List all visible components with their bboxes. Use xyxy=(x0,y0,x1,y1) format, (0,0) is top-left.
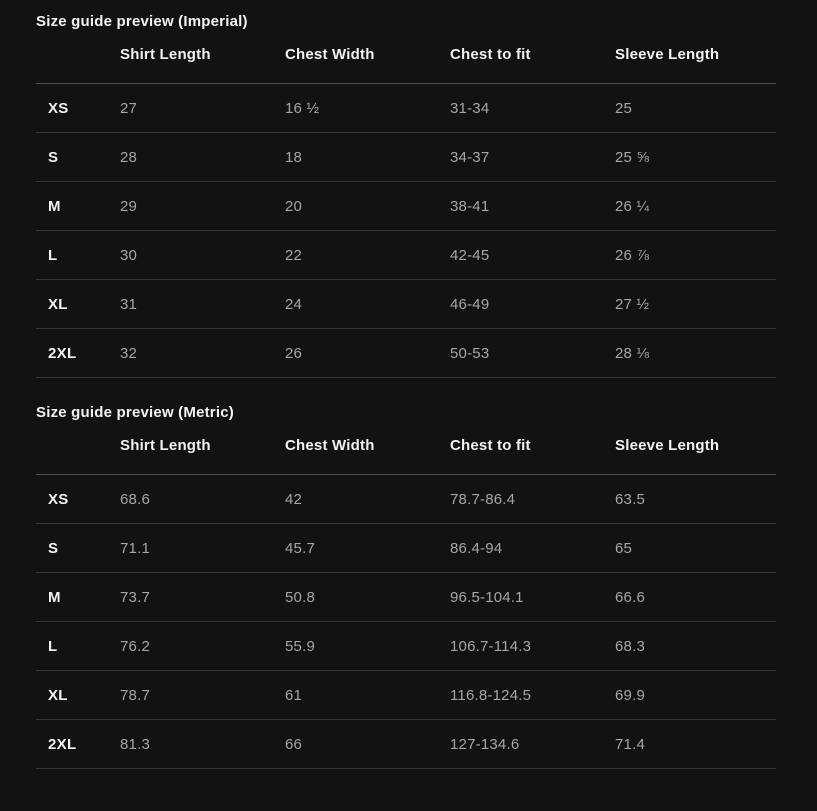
size-value: 127-134.6 xyxy=(450,735,520,753)
column-header: Chest Width xyxy=(285,46,375,63)
size-label: S xyxy=(48,148,59,166)
size-value: 73.7 xyxy=(120,588,150,606)
size-guide-table: Shirt Length Chest Width Chest to fit Sleev… xyxy=(36,423,776,769)
size-label: 2XL xyxy=(48,735,77,753)
size-value: 78.7 xyxy=(120,686,150,704)
size-value: 86.4-94 xyxy=(450,539,503,557)
size-value: 32 xyxy=(120,344,138,362)
size-value: 81.3 xyxy=(120,735,150,753)
size-value: 28 xyxy=(120,148,138,166)
size-label: 2XL xyxy=(48,344,77,362)
size-guide-preview-panel: Size guide preview (Imperial) Shirt Lengt… xyxy=(36,12,776,769)
size-label: XL xyxy=(48,295,68,313)
size-value: 55.9 xyxy=(285,637,315,655)
size-guide-section: Size guide preview (Imperial) Shirt Lengt… xyxy=(36,12,776,378)
column-header: Chest to fit xyxy=(450,437,531,454)
column-header: Shirt Length xyxy=(120,46,211,63)
size-value: 50.8 xyxy=(285,588,315,606)
table-body: XS 68.6 42 78.7-86.4 63.5 S 71.1 45.7 86.4-94 65 M… xyxy=(36,475,776,769)
size-value: 27 xyxy=(120,99,138,117)
section-title: Size guide preview (Imperial) xyxy=(36,13,248,30)
size-value: 50-53 xyxy=(450,344,490,362)
size-label: M xyxy=(48,197,61,215)
size-value: 66.6 xyxy=(615,588,645,606)
size-value: 34-37 xyxy=(450,148,490,166)
size-value: 116.8-124.5 xyxy=(450,686,532,704)
size-row: S 71.1 45.7 86.4-94 65 xyxy=(36,524,776,573)
size-value: 31-34 xyxy=(450,99,490,117)
size-row: XL 78.7 61 116.8-124.5 69.9 xyxy=(36,671,776,720)
size-value: 69.9 xyxy=(615,686,645,704)
table-body: XS 27 16 ½ 31-34 25 S 28 18 34-37 25 ⅝ M 29 20 38-41 2… xyxy=(36,84,776,378)
size-row: XL 31 24 46-49 27 ½ xyxy=(36,280,776,329)
size-label: M xyxy=(48,588,61,606)
size-value: 27 ½ xyxy=(615,295,650,313)
size-value: 71.4 xyxy=(615,735,645,753)
size-label: S xyxy=(48,539,59,557)
size-value: 29 xyxy=(120,197,138,215)
size-row: S 28 18 34-37 25 ⅝ xyxy=(36,133,776,182)
column-header: Sleeve Length xyxy=(615,46,720,63)
size-value: 18 xyxy=(285,148,303,166)
size-value: 68.6 xyxy=(120,490,150,508)
size-label: L xyxy=(48,246,58,264)
header-row: Shirt Length Chest Width Chest to fit Sleev… xyxy=(36,423,776,475)
section-title: Size guide preview (Metric) xyxy=(36,404,234,421)
column-header: Shirt Length xyxy=(120,437,211,454)
size-row: 2XL 81.3 66 127-134.6 71.4 xyxy=(36,720,776,769)
size-value: 16 ½ xyxy=(285,99,320,117)
size-value: 31 xyxy=(120,295,138,313)
size-value: 66 xyxy=(285,735,303,753)
size-value: 76.2 xyxy=(120,637,150,655)
size-value: 26 xyxy=(285,344,303,362)
header-row: Shirt Length Chest Width Chest to fit Sleev… xyxy=(36,32,776,84)
size-value: 46-49 xyxy=(450,295,490,313)
size-value: 78.7-86.4 xyxy=(450,490,516,508)
size-value: 28 ⅛ xyxy=(615,344,650,362)
header-spacer-cell xyxy=(36,423,120,475)
size-value: 22 xyxy=(285,246,303,264)
table-header: Shirt Length Chest Width Chest to fit Sleev… xyxy=(36,423,776,475)
size-row: XS 68.6 42 78.7-86.4 63.5 xyxy=(36,475,776,524)
size-value: 25 xyxy=(615,99,633,117)
size-guide-table: Shirt Length Chest Width Chest to fit Sleev… xyxy=(36,32,776,378)
column-header: Chest Width xyxy=(285,437,375,454)
size-label: XS xyxy=(48,490,69,508)
size-value: 106.7-114.3 xyxy=(450,637,532,655)
size-label: XS xyxy=(48,99,69,117)
size-value: 96.5-104.1 xyxy=(450,588,524,606)
size-value: 42 xyxy=(285,490,303,508)
size-value: 42-45 xyxy=(450,246,490,264)
table-header: Shirt Length Chest Width Chest to fit Sleev… xyxy=(36,32,776,84)
size-value: 38-41 xyxy=(450,197,490,215)
size-value: 68.3 xyxy=(615,637,645,655)
size-value: 61 xyxy=(285,686,303,704)
size-value: 65 xyxy=(615,539,633,557)
size-label: XL xyxy=(48,686,68,704)
size-row: L 76.2 55.9 106.7-114.3 68.3 xyxy=(36,622,776,671)
column-header: Chest to fit xyxy=(450,46,531,63)
size-row: M 73.7 50.8 96.5-104.1 66.6 xyxy=(36,573,776,622)
size-row: XS 27 16 ½ 31-34 25 xyxy=(36,84,776,133)
header-spacer-cell xyxy=(36,32,120,84)
size-value: 63.5 xyxy=(615,490,645,508)
size-value: 26 ⅞ xyxy=(615,246,650,264)
size-value: 26 ¼ xyxy=(615,197,650,215)
size-value: 24 xyxy=(285,295,303,313)
size-guide-section: Size guide preview (Metric) Shirt Length C… xyxy=(36,403,776,769)
size-row: M 29 20 38-41 26 ¼ xyxy=(36,182,776,231)
column-header: Sleeve Length xyxy=(615,437,720,454)
size-row: L 30 22 42-45 26 ⅞ xyxy=(36,231,776,280)
size-value: 20 xyxy=(285,197,303,215)
size-label: L xyxy=(48,637,58,655)
size-value: 30 xyxy=(120,246,138,264)
size-row: 2XL 32 26 50-53 28 ⅛ xyxy=(36,329,776,378)
size-value: 25 ⅝ xyxy=(615,148,650,166)
size-value: 71.1 xyxy=(120,539,150,557)
size-value: 45.7 xyxy=(285,539,315,557)
